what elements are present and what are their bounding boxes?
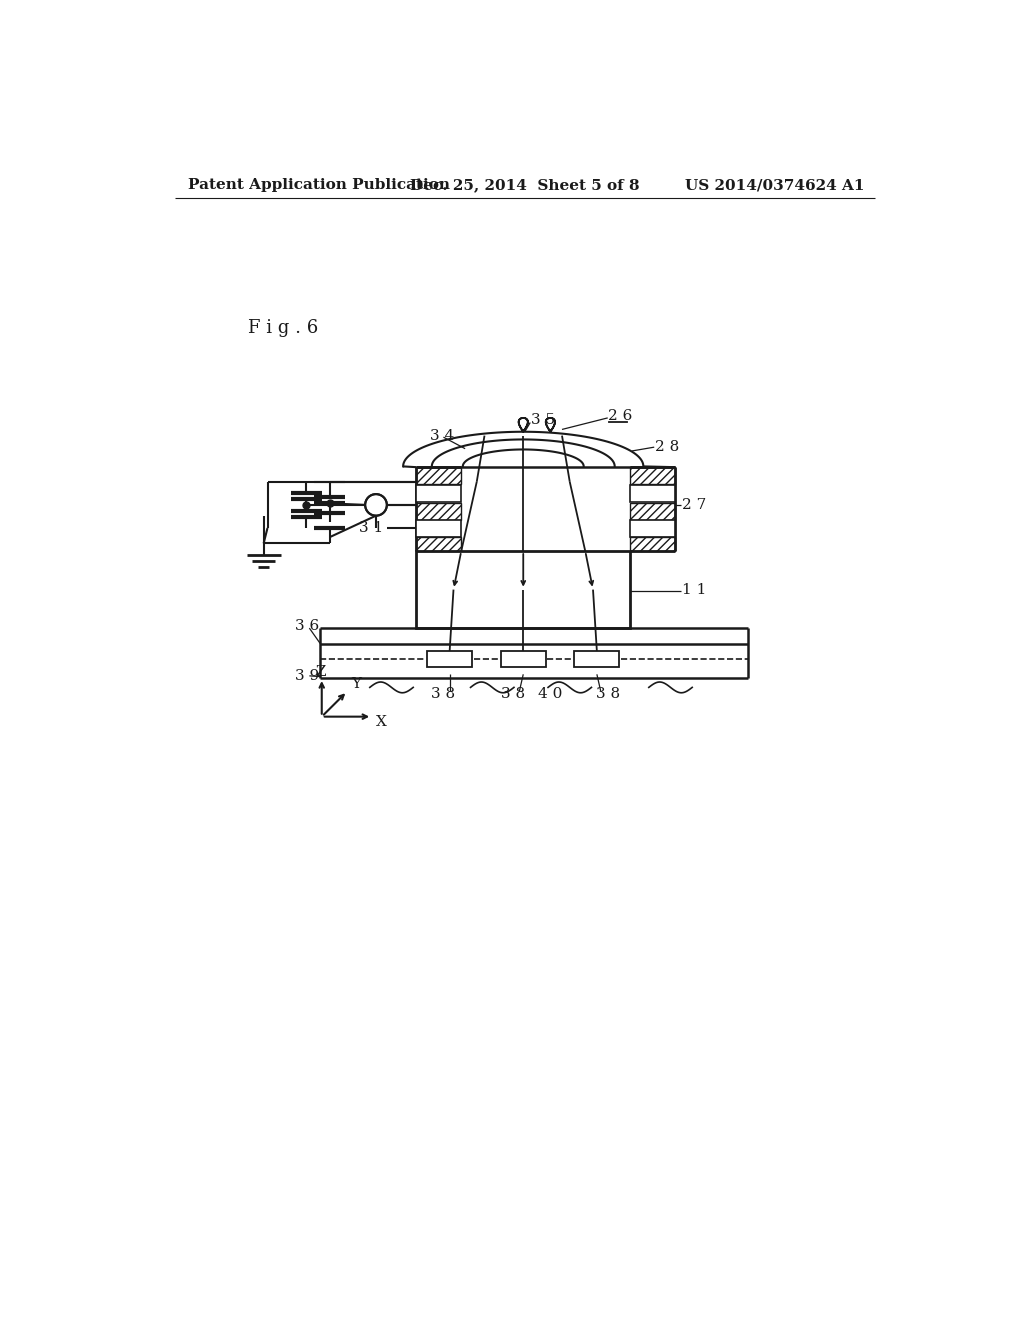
Bar [417, 552, 630, 628]
Bar [630, 467, 675, 484]
Text: 3 8: 3 8 [596, 686, 621, 701]
Text: 3 8: 3 8 [430, 686, 455, 701]
Bar [630, 537, 675, 552]
Text: 2 8: 2 8 [655, 440, 679, 454]
Text: 3 4: 3 4 [430, 429, 455, 442]
Text: US 2014/0374624 A1: US 2014/0374624 A1 [685, 178, 864, 193]
Bar [417, 503, 461, 520]
Text: F i g . 6: F i g . 6 [248, 319, 318, 337]
Bar [630, 484, 675, 502]
Text: 3 1: 3 1 [359, 521, 383, 535]
Text: 2 6: 2 6 [608, 409, 633, 424]
Bar [417, 520, 461, 537]
Bar [417, 467, 461, 484]
Bar [427, 651, 472, 667]
Bar [574, 651, 620, 667]
Bar [501, 651, 546, 667]
Bar [417, 537, 461, 552]
Text: 4 0: 4 0 [539, 686, 562, 701]
Text: 3 6: 3 6 [295, 619, 319, 632]
Text: 3 8: 3 8 [501, 686, 525, 701]
Text: 3 5: 3 5 [531, 413, 555, 428]
Text: 1 1: 1 1 [682, 582, 707, 597]
Text: X: X [376, 715, 387, 729]
Text: Y: Y [351, 677, 361, 692]
Text: 2 7: 2 7 [682, 498, 707, 512]
Bar [630, 520, 675, 537]
Text: Dec. 25, 2014  Sheet 5 of 8: Dec. 25, 2014 Sheet 5 of 8 [410, 178, 640, 193]
Text: Z: Z [315, 665, 326, 678]
Bar [417, 484, 461, 502]
Text: Patent Application Publication: Patent Application Publication [188, 178, 451, 193]
Text: 3 9: 3 9 [295, 669, 319, 682]
Bar [630, 503, 675, 520]
